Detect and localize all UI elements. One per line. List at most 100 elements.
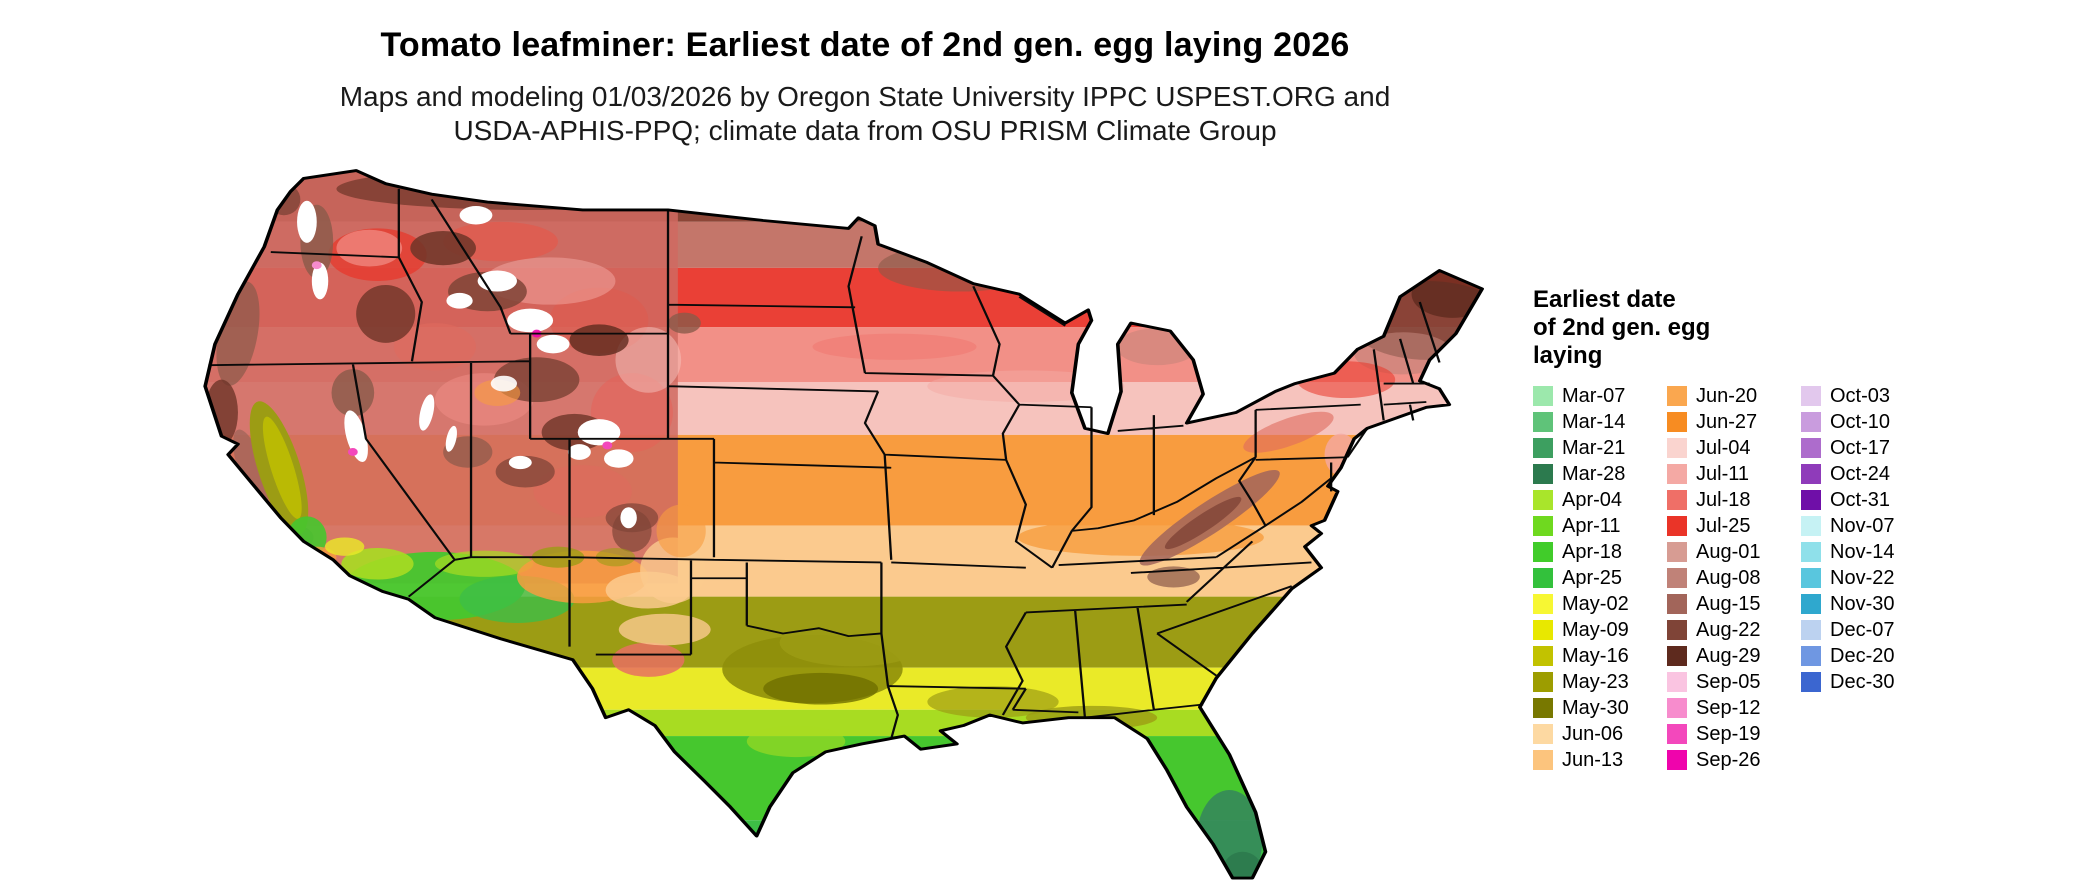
legend-item: Oct-10: [1801, 412, 1894, 432]
legend-label: Jun-13: [1562, 749, 1624, 771]
legend-item: Jun-06: [1533, 724, 1667, 744]
legend-swatch: [1667, 724, 1687, 744]
legend-label: Aug-29: [1696, 645, 1761, 667]
legend-swatch: [1667, 516, 1687, 536]
legend-label: Dec-07: [1830, 619, 1895, 641]
legend-label: Nov-30: [1830, 593, 1895, 615]
legend-swatch: [1667, 386, 1687, 406]
legend-label: Mar-07: [1562, 385, 1626, 407]
legend-swatch: [1533, 412, 1553, 432]
legend-swatch: [1533, 724, 1553, 744]
legend-item: May-23: [1533, 672, 1667, 692]
legend-label: Jul-18: [1696, 489, 1751, 511]
legend-swatch: [1801, 568, 1821, 588]
legend-item: Nov-07: [1801, 516, 1894, 536]
legend-swatch: [1801, 438, 1821, 458]
legend-swatch: [1667, 646, 1687, 666]
legend-label: Jul-11: [1696, 463, 1749, 485]
legend-label: Sep-12: [1696, 697, 1761, 719]
legend-label: Apr-25: [1562, 567, 1623, 589]
legend-label: Apr-18: [1562, 541, 1623, 563]
legend-column: Jun-20 Jun-27 Jul-04 Jul-11 Jul-18 Jul-25 Aug-…: [1667, 386, 1801, 776]
legend-swatch: [1667, 542, 1687, 562]
legend-swatch: [1533, 516, 1553, 536]
legend-swatch: [1801, 516, 1821, 536]
legend-label: Mar-28: [1562, 463, 1626, 485]
legend-label: Sep-19: [1696, 723, 1761, 745]
legend-item: Jun-27: [1667, 412, 1801, 432]
legend-title-line-2: of 2nd gen. egg: [1533, 314, 1711, 341]
legend-column: Oct-03 Oct-10 Oct-17 Oct-24 Oct-31 Nov-07 Nov-…: [1801, 386, 1894, 698]
legend-label: Aug-22: [1696, 619, 1761, 641]
legend-item: Sep-12: [1667, 698, 1801, 718]
legend-swatch: [1667, 594, 1687, 614]
legend-label: May-09: [1562, 619, 1629, 641]
legend-label: Oct-17: [1830, 437, 1891, 459]
legend-label: May-02: [1562, 593, 1629, 615]
legend-label: Mar-14: [1562, 411, 1626, 433]
legend-title-line-3: laying: [1533, 342, 1603, 369]
legend-swatch: [1533, 568, 1553, 588]
legend-item: Oct-03: [1801, 386, 1894, 406]
legend-item: Mar-28: [1533, 464, 1667, 484]
legend-label: Jun-27: [1696, 411, 1758, 433]
legend-swatch: [1667, 412, 1687, 432]
legend-item: Nov-30: [1801, 594, 1894, 614]
legend-swatch: [1801, 386, 1821, 406]
legend-item: Oct-17: [1801, 438, 1894, 458]
legend-swatch: [1533, 490, 1553, 510]
legend-label: Aug-01: [1696, 541, 1761, 563]
legend-label: Nov-22: [1830, 567, 1895, 589]
legend-swatch: [1667, 438, 1687, 458]
legend-swatch: [1533, 594, 1553, 614]
subtitle-line-1: Maps and modeling 01/03/2026 by Oregon S…: [339, 81, 1391, 112]
legend-item: Aug-01: [1667, 542, 1801, 562]
map-legend: Earliest date of 2nd gen. egg laying Mar…: [1533, 286, 1973, 776]
legend-item: May-30: [1533, 698, 1667, 718]
legend-swatch: [1801, 646, 1821, 666]
legend-columns: Mar-07 Mar-14 Mar-21 Mar-28 Apr-04 Apr-11 Apr-…: [1533, 386, 1973, 776]
legend-swatch: [1533, 464, 1553, 484]
legend-item: Aug-29: [1667, 646, 1801, 666]
legend-item: Jul-11: [1667, 464, 1801, 484]
legend-swatch: [1801, 620, 1821, 640]
legend-item: Sep-05: [1667, 672, 1801, 692]
legend-swatch: [1533, 542, 1553, 562]
legend-item: Apr-11: [1533, 516, 1667, 536]
legend-swatch: [1667, 620, 1687, 640]
legend-title-line-1: Earliest date: [1533, 286, 1676, 313]
legend-label: Aug-15: [1696, 593, 1761, 615]
legend-swatch: [1533, 620, 1553, 640]
legend-label: Jun-20: [1696, 385, 1758, 407]
legend-item: Apr-04: [1533, 490, 1667, 510]
legend-item: Apr-25: [1533, 568, 1667, 588]
legend-item: Jun-20: [1667, 386, 1801, 406]
legend-item: Jun-13: [1533, 750, 1667, 770]
legend-swatch: [1667, 750, 1687, 770]
legend-item: Sep-26: [1667, 750, 1801, 770]
legend-swatch: [1801, 412, 1821, 432]
legend-label: Mar-21: [1562, 437, 1626, 459]
subtitle-line-2: USDA-APHIS-PPQ; climate data from OSU PR…: [453, 115, 1277, 146]
legend-item: Nov-14: [1801, 542, 1894, 562]
legend-item: Sep-19: [1667, 724, 1801, 744]
legend-item: Aug-08: [1667, 568, 1801, 588]
legend-label: Jun-06: [1562, 723, 1624, 745]
page-subtitle: Maps and modeling 01/03/2026 by Oregon S…: [0, 80, 1730, 148]
page-title: Tomato leafminer: Earliest date of 2nd g…: [380, 26, 1350, 64]
legend-label: Dec-30: [1830, 671, 1895, 693]
map-fill-layers: [205, 170, 1483, 879]
legend-item: Mar-21: [1533, 438, 1667, 458]
legend-item: Dec-30: [1801, 672, 1894, 692]
legend-swatch: [1533, 750, 1553, 770]
legend-label: Oct-31: [1830, 489, 1891, 511]
legend-label: May-23: [1562, 671, 1629, 693]
legend-swatch: [1801, 672, 1821, 692]
legend-swatch: [1533, 672, 1553, 692]
legend-label: Apr-04: [1562, 489, 1623, 511]
legend-item: Jul-25: [1667, 516, 1801, 536]
legend-label: Oct-24: [1830, 463, 1891, 485]
legend-item: May-16: [1533, 646, 1667, 666]
legend-swatch: [1533, 438, 1553, 458]
